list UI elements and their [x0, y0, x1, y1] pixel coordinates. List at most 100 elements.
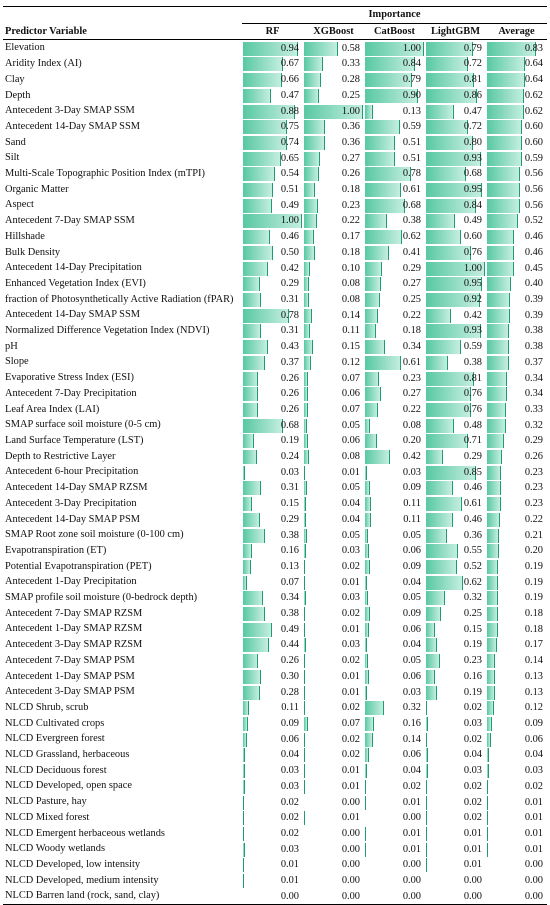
importance-bar [426, 230, 461, 244]
importance-bar [304, 372, 308, 386]
table-row: NLCD Deciduous forest 0.03 0.01 0.04 0.03 0.0… [3, 763, 547, 779]
importance-cell-lightgbm: 0.79 [425, 40, 486, 56]
importance-value: 0.01 [342, 686, 360, 700]
importance-value: 0.05 [403, 591, 421, 605]
table-row: NLCD Developed, medium intensity 0.01 0.00… [3, 873, 547, 889]
importance-bar [365, 199, 405, 213]
importance-value: 0.79 [464, 42, 482, 56]
importance-bar [304, 450, 309, 464]
importance-bar [365, 701, 384, 715]
importance-value: 0.00 [403, 874, 421, 888]
importance-value: 0.01 [342, 623, 360, 637]
importance-cell-average: 0.04 [486, 747, 547, 763]
importance-value: 0.02 [464, 701, 482, 715]
importance-bar [426, 497, 462, 511]
importance-cell-catboost: 0.34 [364, 339, 425, 355]
importance-value: 0.74 [281, 136, 299, 150]
importance-value: 0.44 [281, 638, 299, 652]
importance-value: 0.33 [342, 57, 360, 71]
importance-value: 0.01 [342, 670, 360, 684]
importance-cell-catboost: 0.00 [364, 873, 425, 889]
importance-cell-lightgbm: 0.47 [425, 103, 486, 119]
table-row: Land Surface Temperature (LST) 0.19 0.06 0.… [3, 433, 547, 449]
importance-value: 0.01 [281, 858, 299, 872]
table-row: Antecedent 3-Day SMAP RZSM 0.44 0.03 0.04 0.… [3, 637, 547, 653]
importance-cell-lightgbm: 0.46 [425, 512, 486, 528]
predictor-name: Antecedent 14-Day Precipitation [3, 260, 242, 276]
importance-value: 0.78 [281, 309, 299, 323]
importance-bar [426, 214, 455, 228]
importance-cell-average: 0.13 [486, 669, 547, 685]
importance-value: 0.84 [464, 199, 482, 213]
importance-cell-catboost: 0.02 [364, 778, 425, 794]
importance-value: 0.59 [403, 120, 421, 134]
predictor-name: NLCD Pasture, hay [3, 794, 242, 810]
importance-value: 0.02 [342, 748, 360, 762]
importance-value: 0.22 [403, 309, 421, 323]
importance-value: 0.29 [464, 450, 482, 464]
importance-cell-average: 0.01 [486, 841, 547, 857]
importance-value: 0.00 [281, 890, 299, 904]
predictor-name: NLCD Developed, open space [3, 778, 242, 794]
importance-value: 0.07 [342, 403, 360, 417]
predictor-name: Enhanced Vegetation Index (EVI) [3, 276, 242, 292]
predictor-name: Sand [3, 135, 242, 151]
importance-value: 0.13 [525, 686, 543, 700]
importance-bar [243, 340, 268, 354]
importance-bar [426, 733, 427, 747]
table-row: pH 0.43 0.15 0.34 0.59 0.38 [3, 339, 547, 355]
importance-value: 0.27 [403, 277, 421, 291]
importance-value: 0.00 [525, 874, 543, 888]
importance-cell-average: 0.56 [486, 182, 547, 198]
table-row: Antecedent 7-Day Precipitation 0.26 0.06 0.… [3, 386, 547, 402]
importance-bar [426, 450, 443, 464]
table-row: NLCD Mixed forest 0.02 0.01 0.00 0.02 0.01 [3, 810, 547, 826]
importance-cell-catboost: 0.61 [364, 182, 425, 198]
importance-cell-catboost: 0.22 [364, 307, 425, 323]
importance-cell-catboost: 0.29 [364, 260, 425, 276]
table-row: Antecedent 1-Day Precipitation 0.07 0.01 0.… [3, 574, 547, 590]
importance-value: 0.71 [464, 434, 482, 448]
importance-bar [243, 623, 272, 637]
importance-value: 0.04 [525, 748, 543, 762]
importance-value: 0.76 [464, 246, 482, 260]
importance-cell-rf: 0.26 [242, 653, 303, 669]
importance-value: 0.02 [464, 780, 482, 794]
importance-value: 0.21 [525, 529, 543, 543]
importance-value: 0.61 [403, 356, 421, 370]
importance-value: 0.03 [281, 780, 299, 794]
table-row: Hillshade 0.46 0.17 0.62 0.60 0.46 [3, 229, 547, 245]
importance-bar [365, 623, 369, 637]
importance-cell-xgboost: 0.17 [303, 229, 364, 245]
importance-bar [243, 152, 281, 166]
table-row: NLCD Developed, open space 0.03 0.01 0.02 0.… [3, 778, 547, 794]
importance-cell-xgboost: 0.03 [303, 590, 364, 606]
predictor-name: NLCD Developed, low intensity [3, 857, 242, 873]
importance-value: 0.04 [281, 748, 299, 762]
importance-cell-rf: 0.24 [242, 449, 303, 465]
importance-value: 0.36 [464, 529, 482, 543]
importance-bar [304, 293, 309, 307]
importance-bar [487, 733, 491, 747]
predictor-name: NLCD Deciduous forest [3, 763, 242, 779]
importance-cell-catboost: 0.04 [364, 637, 425, 653]
importance-bar [243, 387, 258, 401]
table-row: NLCD Emergent herbaceous wetlands 0.02 0.0… [3, 826, 547, 842]
importance-cell-lightgbm: 0.52 [425, 559, 486, 575]
importance-value: 0.60 [525, 136, 543, 150]
importance-cell-xgboost: 0.00 [303, 873, 364, 889]
importance-cell-lightgbm: 0.01 [425, 841, 486, 857]
importance-bar [304, 481, 307, 495]
importance-cell-rf: 0.44 [242, 637, 303, 653]
importance-cell-rf: 0.01 [242, 873, 303, 889]
importance-cell-average: 0.52 [486, 213, 547, 229]
importance-value: 0.86 [464, 89, 482, 103]
table-row: Aridity Index (AI) 0.67 0.33 0.84 0.72 0.64 [3, 56, 547, 72]
importance-cell-xgboost: 0.01 [303, 684, 364, 700]
importance-value: 0.05 [403, 654, 421, 668]
importance-value: 0.04 [403, 576, 421, 590]
importance-cell-rf: 0.07 [242, 574, 303, 590]
predictor-name: NLCD Evergreen forest [3, 731, 242, 747]
importance-bar [487, 434, 504, 448]
importance-value: 0.23 [342, 199, 360, 213]
